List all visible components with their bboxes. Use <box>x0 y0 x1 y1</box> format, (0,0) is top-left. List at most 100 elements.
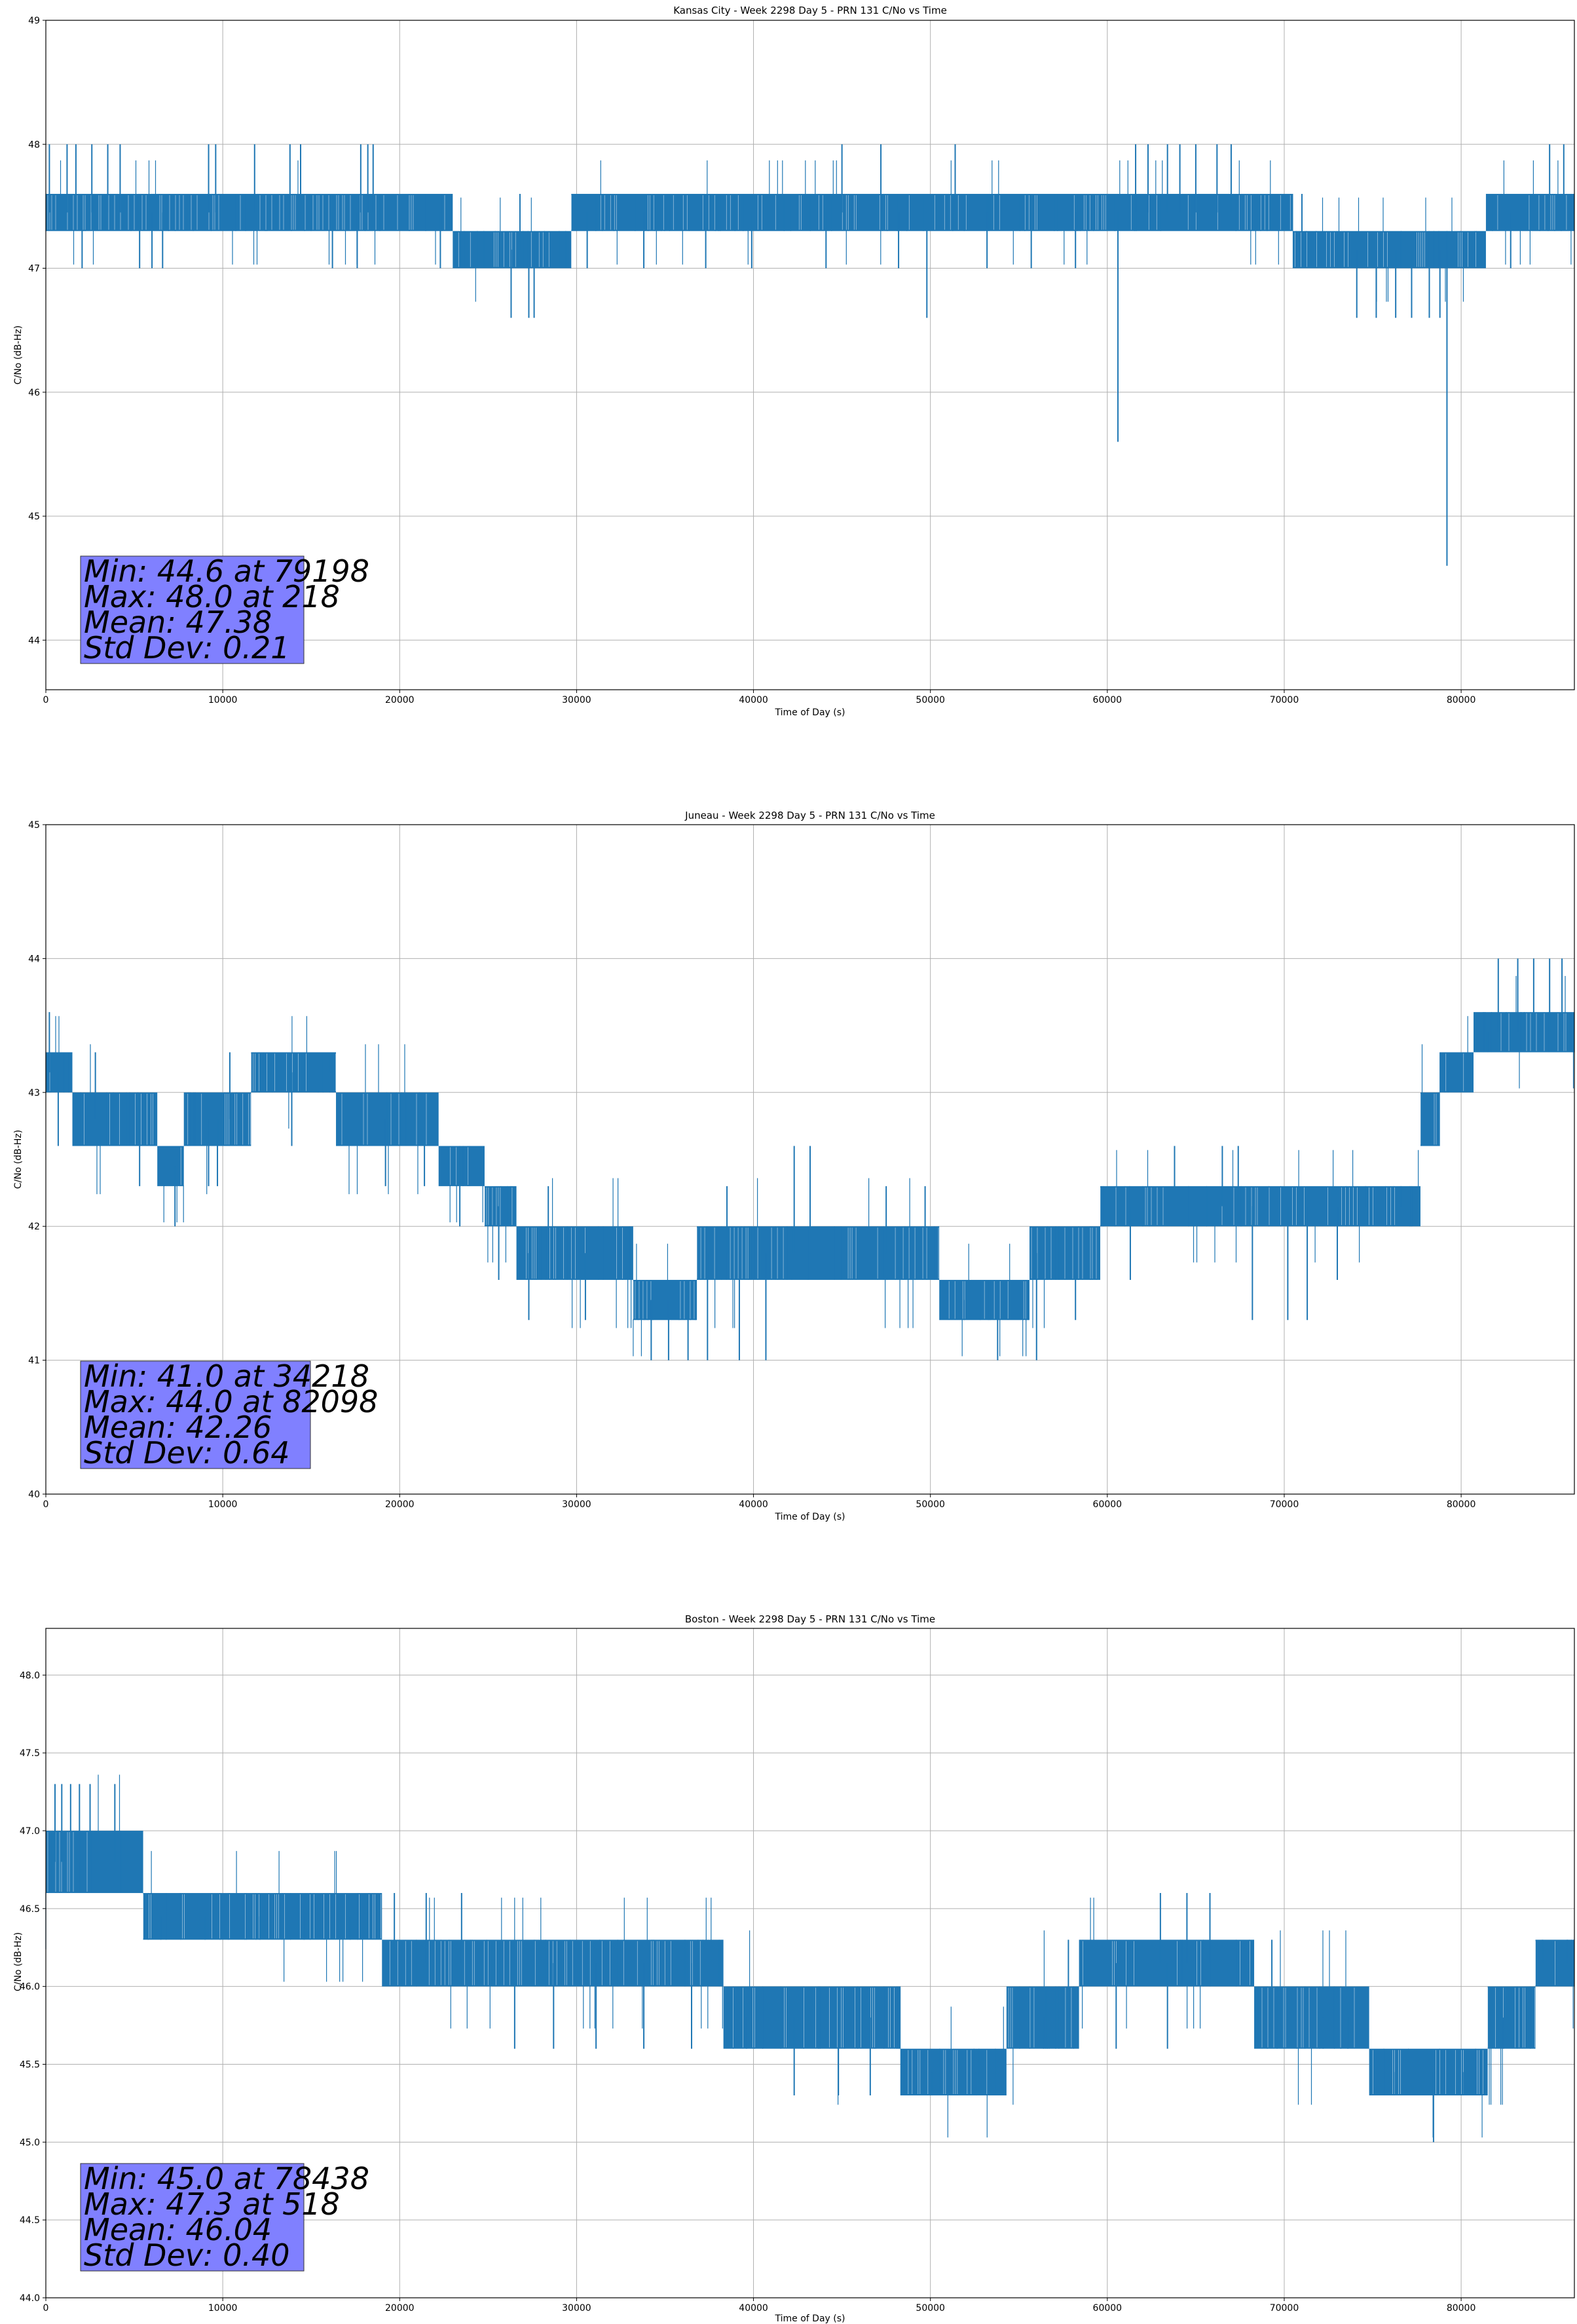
series-flicker <box>939 2006 1004 2138</box>
series-band <box>1420 1092 1440 1146</box>
y-tick-label: 48 <box>28 140 40 150</box>
stats-max: Max: 44.0 at 82098 <box>84 1384 378 1419</box>
stats-min: Min: 41.0 at 34218 <box>84 1359 369 1394</box>
stats-max: Max: 48.0 at 218 <box>84 579 340 614</box>
stats-box-background <box>80 555 305 664</box>
series-flicker <box>80 1044 139 1195</box>
y-axis-label: C/No (dB-Hz) <box>13 1130 24 1189</box>
series-texture <box>143 1894 381 1939</box>
series-band <box>453 231 572 269</box>
stats-box-background <box>80 2163 305 2272</box>
series-flicker <box>1101 1150 1270 1263</box>
series-band <box>1293 231 1486 269</box>
series-band <box>1100 1186 1281 1227</box>
x-tick-label: 60000 <box>1093 695 1122 705</box>
stats-box: Min: 45.0 at 78438 Max: 47.3 at 518 Mean… <box>80 2161 369 2273</box>
series-band <box>1439 1052 1474 1093</box>
series-flicker <box>633 1243 696 1357</box>
x-tick-label: 70000 <box>1270 2303 1299 2314</box>
series-band <box>1006 1986 1079 2049</box>
series-texture <box>1445 1053 1464 1091</box>
axes-frame <box>45 20 1575 690</box>
y-tick-label: 45 <box>28 820 40 831</box>
series-band <box>438 1146 485 1186</box>
series-flicker <box>961 1243 1028 1357</box>
series-band <box>1487 1986 1536 2049</box>
y-tick-label: 45.0 <box>20 2137 40 2148</box>
x-tick-label: 30000 <box>562 1499 591 1510</box>
chart-title: Boston - Week 2298 Day 5 - PRN 131 C/No … <box>685 1613 935 1625</box>
axes-frame <box>45 824 1575 1495</box>
y-axis-label: C/No (dB-Hz) <box>13 1932 24 1991</box>
y-axis-label: C/No (dB-Hz) <box>13 326 24 384</box>
x-axis-label: Time of Day (s) <box>775 707 845 718</box>
stats-box: Min: 44.6 at 79198 Max: 48.0 at 218 Mean… <box>80 553 369 665</box>
y-tick-label: 45.5 <box>20 2059 40 2070</box>
x-tick-label: 30000 <box>562 2303 591 2314</box>
series-texture <box>1295 232 1476 267</box>
series-band <box>633 1279 697 1321</box>
x-tick-label: 50000 <box>916 2303 945 2314</box>
series-texture <box>1280 1187 1395 1226</box>
series-texture <box>1497 195 1567 230</box>
x-tick-label: 20000 <box>385 1499 415 1510</box>
series-band <box>143 1893 382 1940</box>
series-flicker <box>163 1185 184 1223</box>
x-tick-label: 40000 <box>739 695 768 705</box>
plot-area: 0 10000 20000 30000 40000 50000 60000 70000 8000… <box>28 820 1575 1510</box>
series-flicker <box>1421 1044 1439 1146</box>
y-tick-label: 47.5 <box>20 1748 40 1759</box>
y-tick-label: 44.0 <box>20 2293 40 2304</box>
y-tick-label: 43 <box>28 1088 40 1098</box>
series-flicker <box>1012 1930 1074 2105</box>
y-tick-label: 47 <box>28 264 40 274</box>
series-flicker <box>1267 1930 1346 2105</box>
x-tick-label: 80000 <box>1447 2303 1476 2314</box>
x-axis-label: Time of Day (s) <box>775 2314 845 2324</box>
y-tick-label: 49 <box>28 16 40 26</box>
series-flicker <box>1483 975 1574 1089</box>
subplot-kansas-city: Kansas City - Week 2298 Day 5 - PRN 131 … <box>13 5 1575 718</box>
series-band <box>1079 1940 1255 1987</box>
x-tick-label: 70000 <box>1270 1499 1299 1510</box>
y-tick-label: 41 <box>28 1356 40 1366</box>
subplot-juneau: Juneau - Week 2298 Day 5 - PRN 131 C/No … <box>13 810 1575 1522</box>
series-texture <box>1420 1093 1437 1145</box>
stats-box-background <box>80 1360 311 1469</box>
stats-box: Min: 41.0 at 34218 Max: 44.0 at 82098 Me… <box>80 1359 378 1471</box>
x-tick-label: 30000 <box>562 695 591 705</box>
series-texture <box>948 1281 1026 1319</box>
subplot-boston: Boston - Week 2298 Day 5 - PRN 131 C/No … <box>13 1613 1575 2324</box>
stats-std-dev: Std Dev: 0.21 <box>84 630 290 665</box>
series-texture <box>696 1228 939 1279</box>
x-tick-label: 40000 <box>739 2303 768 2314</box>
y-tick-label: 44 <box>28 954 40 964</box>
y-tick-label: 47.0 <box>20 1826 40 1837</box>
series-band <box>336 1092 439 1146</box>
stats-min: Min: 44.6 at 79198 <box>84 553 369 589</box>
series-band <box>46 1052 73 1093</box>
y-tick-label: 44.5 <box>20 2215 40 2226</box>
series-texture <box>47 1831 88 1892</box>
axes-frame <box>45 1628 1575 2298</box>
y-tick-label: 45 <box>28 512 40 522</box>
series-band <box>1369 2048 1488 2096</box>
x-tick-label: 20000 <box>385 2303 415 2314</box>
series-flicker <box>1571 1940 1574 2029</box>
series-texture <box>84 1093 153 1145</box>
series-flicker <box>540 1178 632 1328</box>
series-band <box>571 193 1293 231</box>
x-tick-label: 60000 <box>1093 2303 1122 2314</box>
y-tick-label: 46.5 <box>20 1904 40 1915</box>
stats-std-dev: Std Dev: 0.64 <box>84 1435 290 1471</box>
y-tick-label: 46 <box>28 388 40 398</box>
series-texture <box>733 1987 895 2048</box>
series-flicker <box>348 1044 420 1195</box>
series-band <box>72 1092 158 1146</box>
series-flicker <box>595 160 1279 265</box>
series-band <box>251 1052 337 1093</box>
series-texture <box>1008 1987 1072 2048</box>
y-tick-label: 42 <box>28 1222 40 1232</box>
series-flicker <box>487 1186 511 1263</box>
stats-mean: Mean: 47.38 <box>84 605 272 640</box>
